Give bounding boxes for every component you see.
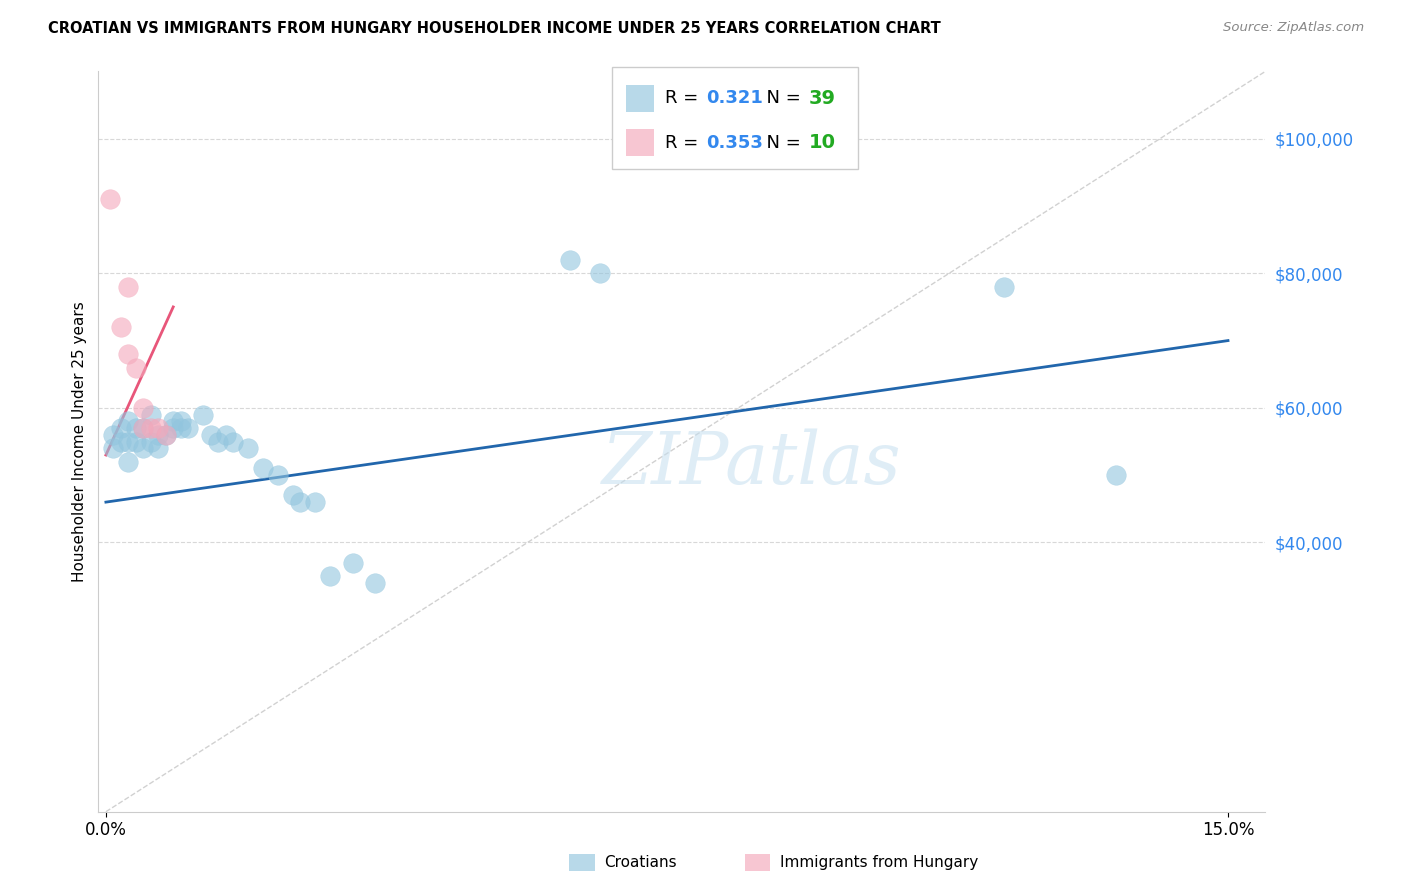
Point: [290, 495, 312, 509]
Point: [319, 569, 342, 583]
Point: [110, 320, 132, 334]
Text: 0.353: 0.353: [706, 134, 762, 152]
Point: [117, 434, 139, 449]
Point: [222, 434, 245, 449]
Point: [281, 488, 304, 502]
Point: [207, 434, 229, 449]
Point: [117, 414, 139, 428]
Point: [993, 279, 1015, 293]
Text: R =: R =: [665, 134, 704, 152]
Point: [252, 461, 274, 475]
Text: CROATIAN VS IMMIGRANTS FROM HUNGARY HOUSEHOLDER INCOME UNDER 25 YEARS CORRELATIO: CROATIAN VS IMMIGRANTS FROM HUNGARY HOUS…: [48, 21, 941, 36]
Point: [148, 427, 170, 442]
Point: [117, 279, 139, 293]
Point: [588, 266, 610, 280]
Y-axis label: Householder Income Under 25 years: Householder Income Under 25 years: [72, 301, 87, 582]
Point: [110, 434, 132, 449]
Point: [236, 442, 259, 456]
Point: [132, 401, 155, 415]
Point: [139, 408, 162, 422]
Point: [267, 468, 290, 483]
Point: [139, 434, 162, 449]
Text: Immigrants from Hungary: Immigrants from Hungary: [780, 855, 979, 870]
Text: Croatians: Croatians: [605, 855, 678, 870]
Text: R =: R =: [665, 89, 704, 107]
Point: [200, 427, 222, 442]
Point: [170, 414, 193, 428]
Point: [125, 421, 148, 435]
Text: 39: 39: [808, 88, 835, 108]
Point: [117, 455, 139, 469]
Point: [170, 421, 193, 435]
Point: [132, 421, 155, 435]
Point: [214, 427, 236, 442]
Point: [162, 414, 184, 428]
Point: [304, 495, 326, 509]
Point: [155, 427, 177, 442]
Point: [148, 442, 170, 456]
Point: [162, 421, 184, 435]
Point: [103, 427, 125, 442]
Point: [155, 427, 177, 442]
Point: [364, 575, 387, 590]
Text: 0.321: 0.321: [706, 89, 762, 107]
Text: Source: ZipAtlas.com: Source: ZipAtlas.com: [1223, 21, 1364, 34]
Text: ZIPatlas: ZIPatlas: [602, 428, 901, 499]
Text: 10: 10: [808, 133, 835, 153]
Point: [110, 421, 132, 435]
Point: [177, 421, 200, 435]
Point: [558, 252, 581, 267]
Point: [139, 421, 162, 435]
Point: [125, 434, 148, 449]
Point: [132, 442, 155, 456]
Text: N =: N =: [755, 134, 807, 152]
Point: [132, 421, 155, 435]
Point: [117, 347, 139, 361]
Point: [1105, 468, 1128, 483]
Text: N =: N =: [755, 89, 807, 107]
Point: [103, 442, 125, 456]
Point: [125, 360, 148, 375]
Point: [148, 421, 170, 435]
Point: [191, 408, 214, 422]
Point: [98, 192, 121, 206]
Point: [342, 556, 364, 570]
